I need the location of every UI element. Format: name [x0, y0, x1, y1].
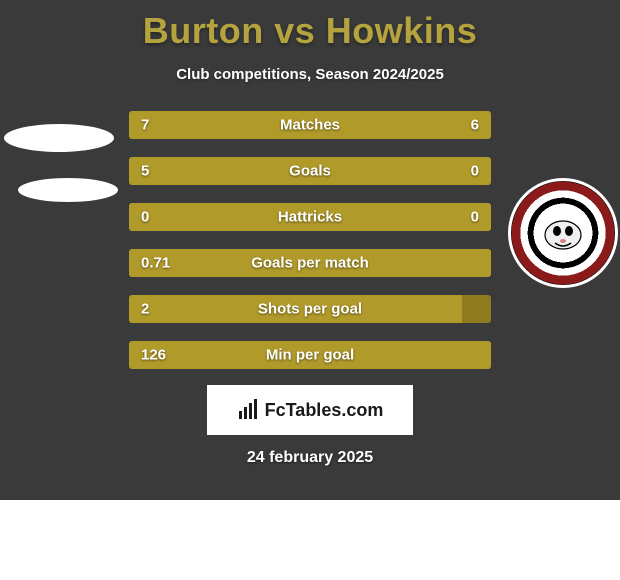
stat-label: Matches: [280, 117, 340, 134]
stat-label: Hattricks: [278, 209, 342, 226]
stat-value-right: 6: [471, 117, 479, 134]
stat-bar: 2 Shots per goal: [129, 295, 491, 323]
left-team-badge-1: [4, 124, 114, 152]
stat-value-left: 126: [141, 347, 166, 364]
hereford-crest-icon: [533, 203, 593, 263]
stat-value-left: 0: [141, 209, 149, 226]
stat-value-right: 0: [471, 209, 479, 226]
stat-label: Min per goal: [266, 347, 354, 364]
stat-bar: 126 Min per goal: [129, 341, 491, 369]
brand-text: FcTables.com: [265, 400, 384, 421]
date-label: 24 february 2025: [247, 449, 373, 467]
stat-value-left: 5: [141, 163, 149, 180]
fctables-logo-icon: [237, 399, 259, 421]
right-team-badge: [508, 178, 618, 288]
brand-badge[interactable]: FcTables.com: [207, 385, 413, 435]
subtitle: Club competitions, Season 2024/2025: [176, 66, 444, 83]
stat-fill-left: [129, 111, 390, 139]
left-team-badge-2: [18, 178, 118, 202]
stat-fill-left: [129, 157, 390, 185]
stat-bar: 7 Matches 6: [129, 111, 491, 139]
page-title: Burton vs Howkins: [143, 10, 478, 52]
stat-value-left: 2: [141, 301, 149, 318]
comparison-card: Burton vs Howkins Club competitions, Sea…: [0, 0, 620, 500]
stat-bar: 0 Hattricks 0: [129, 203, 491, 231]
stat-value-right: 0: [471, 163, 479, 180]
stat-label: Goals per match: [251, 255, 369, 272]
stat-label: Goals: [289, 163, 331, 180]
stats-bars: 7 Matches 6 5 Goals 0 0 Hattricks 0 0.71 Goals per…: [129, 111, 491, 369]
stat-label: Shots per goal: [258, 301, 362, 318]
stat-value-left: 0.71: [141, 255, 170, 272]
stat-value-left: 7: [141, 117, 149, 134]
stat-bar: 5 Goals 0: [129, 157, 491, 185]
stat-bar: 0.71 Goals per match: [129, 249, 491, 277]
